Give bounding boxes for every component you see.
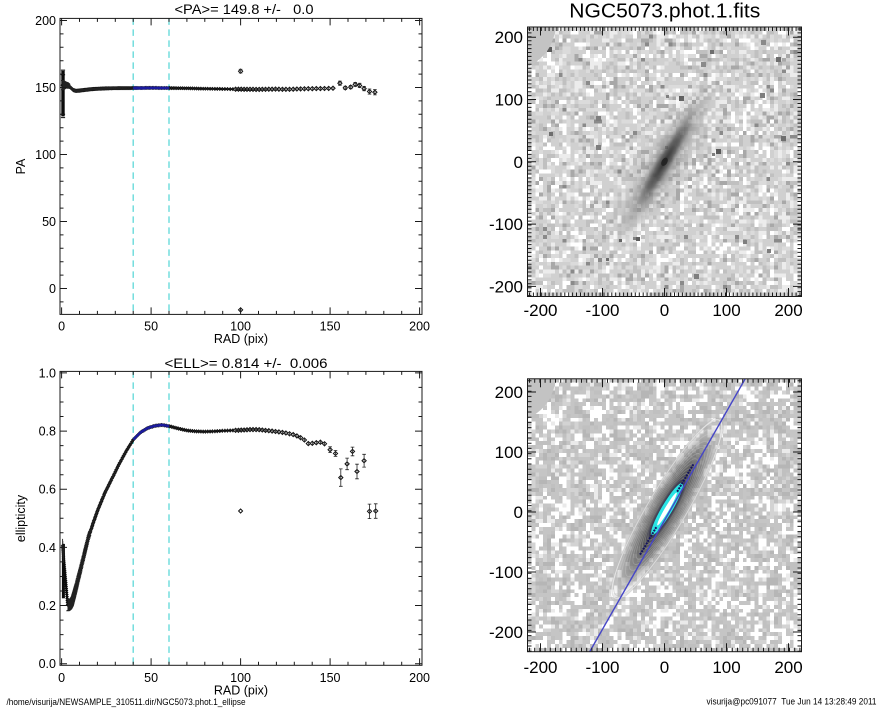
svg-text:ellipticity: ellipticity	[14, 494, 28, 542]
svg-text:0: 0	[660, 301, 669, 320]
svg-text:0: 0	[514, 503, 523, 522]
svg-text:PA: PA	[14, 158, 28, 174]
svg-text:/home/visurija/NEWSAMPLE_31051: /home/visurija/NEWSAMPLE_310511.dir/NGC5…	[7, 697, 246, 707]
svg-text:50: 50	[144, 671, 158, 685]
svg-text:RAD (pix): RAD (pix)	[214, 684, 268, 698]
svg-text:100: 100	[35, 148, 56, 162]
svg-text:NGC5073.phot.1.fits: NGC5073.phot.1.fits	[569, 1, 760, 23]
svg-text:100: 100	[495, 91, 523, 110]
svg-text:150: 150	[320, 320, 341, 334]
svg-text:0.6: 0.6	[39, 483, 56, 497]
svg-text:150: 150	[35, 81, 56, 95]
svg-text:1.0: 1.0	[39, 366, 56, 380]
svg-text:0.4: 0.4	[39, 541, 56, 555]
svg-text:visurija@pc091077 Tue Jun 14: visurija@pc091077 Tue Jun 14 13:28:49 20…	[707, 697, 877, 707]
svg-text:-100: -100	[585, 301, 619, 320]
svg-text:0.0: 0.0	[39, 657, 56, 671]
svg-text:100: 100	[712, 301, 740, 320]
svg-text:-200: -200	[489, 623, 523, 642]
svg-text:200: 200	[409, 671, 430, 685]
svg-text:100: 100	[712, 658, 740, 677]
svg-text:200: 200	[35, 14, 56, 28]
svg-text:0: 0	[660, 658, 669, 677]
svg-text:-100: -100	[489, 215, 523, 234]
svg-text:200: 200	[774, 301, 802, 320]
svg-text:0: 0	[49, 282, 56, 296]
svg-text:RAD (pix): RAD (pix)	[214, 332, 268, 346]
svg-text:0: 0	[58, 671, 65, 685]
svg-text:-200: -200	[523, 301, 557, 320]
svg-text:200: 200	[495, 28, 523, 47]
svg-text:100: 100	[230, 320, 251, 334]
svg-text:0.2: 0.2	[39, 599, 56, 613]
svg-text:200: 200	[495, 383, 523, 402]
svg-text:-100: -100	[489, 563, 523, 582]
svg-text:-200: -200	[489, 277, 523, 296]
svg-text:200: 200	[409, 320, 430, 334]
svg-text:<ELL>= 0.814 +/- 0.006: <ELL>= 0.814 +/- 0.006	[165, 356, 328, 371]
svg-text:50: 50	[42, 215, 56, 229]
svg-text:100: 100	[230, 671, 251, 685]
svg-text:<PA>= 149.8 +/- 0.0: <PA>= 149.8 +/- 0.0	[175, 2, 314, 17]
svg-text:0.8: 0.8	[39, 425, 56, 439]
svg-text:0: 0	[514, 153, 523, 172]
svg-text:-100: -100	[585, 658, 619, 677]
svg-text:0: 0	[58, 320, 65, 334]
svg-text:-200: -200	[523, 658, 557, 677]
svg-text:50: 50	[144, 320, 158, 334]
svg-text:100: 100	[495, 443, 523, 462]
svg-text:200: 200	[774, 658, 802, 677]
svg-text:150: 150	[320, 671, 341, 685]
